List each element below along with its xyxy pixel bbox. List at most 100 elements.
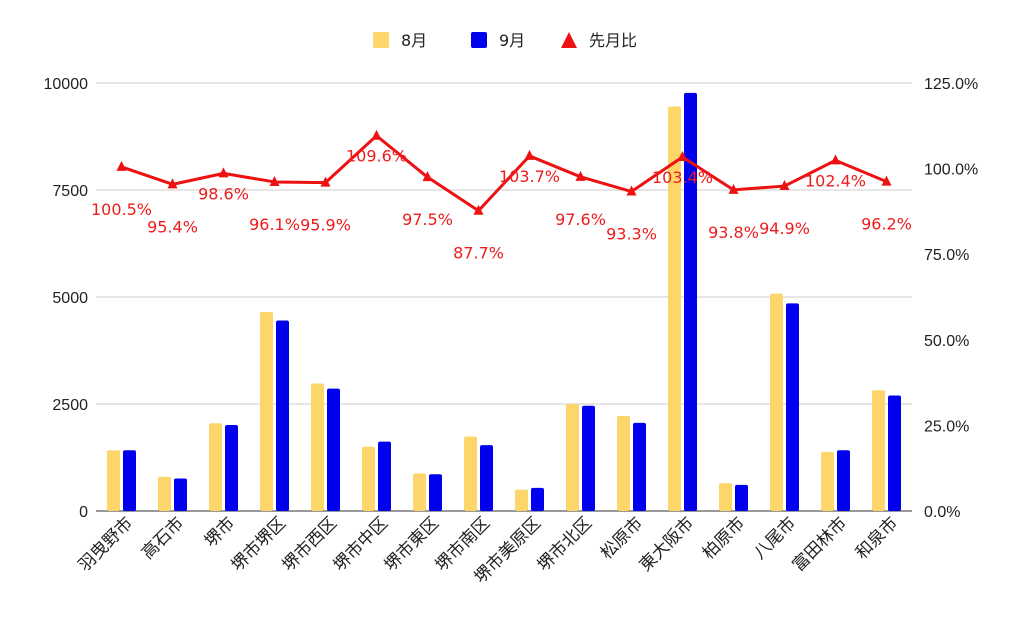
- ratio-label: 95.9%: [300, 216, 351, 235]
- left-axis: 0 2500 5000 7500 10000: [44, 76, 89, 521]
- ratio-point: [524, 149, 535, 160]
- right-tick-label: 75.0%: [924, 247, 969, 264]
- legend-swatch: [561, 32, 577, 48]
- right-tick-label: 125.0%: [924, 76, 978, 93]
- ratio-point: [320, 176, 331, 187]
- ratio-labels: 100.5%95.4%98.6%96.1% 95.9% 109.6% 97.5%87.…: [91, 147, 912, 263]
- bar: [123, 450, 136, 511]
- ratio-point: [218, 167, 229, 178]
- x-tick-label: 堺市西区: [279, 513, 341, 575]
- legend-swatch: [373, 32, 389, 48]
- ratio-label: 109.6%: [346, 147, 407, 166]
- bar: [362, 446, 375, 511]
- x-tick-label: 富田林市: [789, 513, 851, 575]
- x-tick-label: 堺市中区: [330, 513, 392, 575]
- x-tick-label: 堺市堺区: [228, 513, 290, 575]
- x-tick-label: 東大阪市: [636, 513, 698, 575]
- right-tick-label: 50.0%: [924, 333, 969, 350]
- right-tick-label: 0.0%: [924, 504, 960, 521]
- ratio-point: [626, 185, 637, 196]
- right-axis: 0.0% 25.0% 50.0% 75.0% 100.0% 125.0%: [924, 76, 978, 521]
- bars: [107, 92, 901, 512]
- bar: [837, 450, 850, 511]
- bar: [413, 473, 426, 511]
- bar: [872, 390, 885, 511]
- x-tick-label: 羽曳野市: [75, 513, 137, 575]
- x-tick-label: 堺市北区: [534, 513, 596, 575]
- ratio-label: 94.9%: [759, 219, 810, 238]
- ratio-point: [677, 150, 688, 161]
- bar: [464, 436, 477, 511]
- bar: [531, 487, 544, 511]
- bar: [327, 388, 340, 511]
- bar: [566, 404, 579, 511]
- bar: [174, 478, 187, 511]
- ratio-label: 102.4%: [805, 171, 866, 190]
- ratio-polyline: [121, 134, 888, 213]
- ratio-label: 98.6%: [198, 184, 249, 203]
- bar: [276, 320, 289, 511]
- ratio-point: [779, 180, 790, 191]
- ratio-label: 87.7%: [453, 244, 504, 263]
- left-tick-label: 0: [79, 504, 88, 521]
- x-tick-label: 松原市: [597, 513, 647, 563]
- bar: [735, 484, 748, 511]
- left-tick-label: 7500: [52, 183, 88, 200]
- ratio-point: [473, 204, 484, 215]
- bar: [480, 445, 493, 511]
- ratio-label: 97.5%: [402, 210, 453, 229]
- bar: [311, 383, 324, 511]
- legend-label: 先月比: [589, 31, 637, 50]
- ratio-label: 93.8%: [708, 223, 759, 242]
- bar: [378, 441, 391, 511]
- ratio-label: 96.1%: [249, 215, 300, 234]
- x-tick-label: 和泉市: [852, 513, 902, 563]
- ratio-label: 103.7%: [499, 167, 560, 186]
- right-tick-label: 25.0%: [924, 418, 969, 435]
- bar: [633, 422, 646, 511]
- ratio-point: [269, 175, 280, 186]
- ratio-label: 96.2%: [861, 215, 912, 234]
- bar: [582, 405, 595, 511]
- ratio-point: [728, 183, 739, 194]
- ratio-point: [830, 154, 841, 165]
- right-tick-label: 100.0%: [924, 162, 978, 179]
- bar: [158, 476, 171, 511]
- ratio-point: [422, 171, 433, 182]
- x-tick-label: 八尾市: [750, 513, 800, 563]
- x-tick-label: 高石市: [138, 513, 188, 563]
- legend-label: 8月: [401, 31, 427, 50]
- x-tick-label: 柏原市: [699, 513, 749, 563]
- ratio-label: 100.5%: [91, 200, 152, 219]
- ratio-point: [575, 170, 586, 181]
- bar: [888, 395, 901, 511]
- legend: 8月 9月 先月比: [373, 31, 637, 50]
- ratio-line: [116, 129, 892, 215]
- bar: [668, 106, 681, 511]
- bar: [617, 415, 630, 511]
- ratio-point: [167, 178, 178, 189]
- ratio-point: [881, 175, 892, 186]
- bar: [107, 450, 120, 511]
- bar: [770, 293, 783, 511]
- ratio-point: [116, 160, 127, 171]
- bar: [786, 303, 799, 511]
- ratio-label: 103.4%: [652, 168, 713, 187]
- bar: [429, 474, 442, 511]
- bar: [260, 311, 273, 511]
- legend-label: 9月: [499, 31, 525, 50]
- bar: [209, 423, 222, 511]
- ratio-label: 97.6%: [555, 210, 606, 229]
- left-tick-label: 2500: [52, 397, 88, 414]
- x-tick-label: 堺市東区: [381, 513, 443, 575]
- left-tick-label: 10000: [44, 76, 89, 93]
- bar: [719, 483, 732, 511]
- ratio-point: [371, 129, 382, 140]
- left-tick-label: 5000: [52, 290, 88, 307]
- ratio-label: 93.3%: [606, 225, 657, 244]
- ratio-label: 95.4%: [147, 217, 198, 236]
- bar: [515, 489, 528, 511]
- x-tick-label: 堺市: [201, 513, 239, 551]
